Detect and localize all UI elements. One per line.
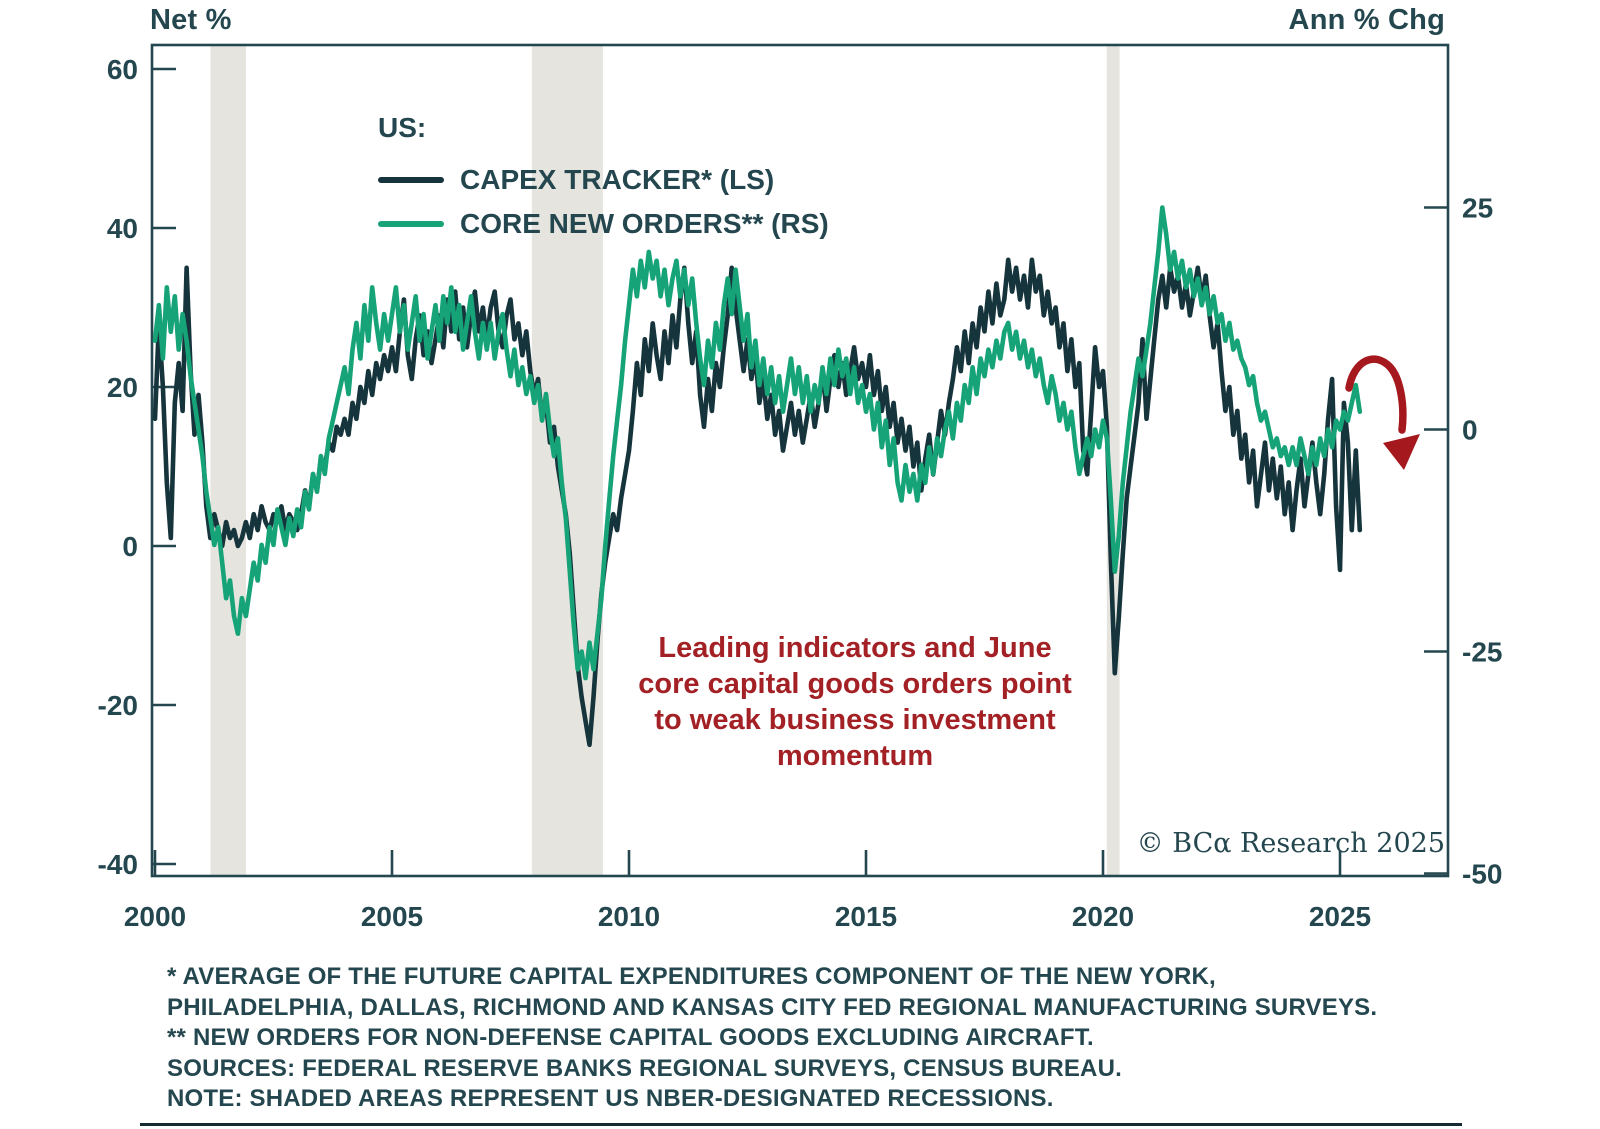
legend: US: CAPEX TRACKER* (LS) CORE NEW ORDERS*… xyxy=(378,112,829,246)
core-orders-line-swatch xyxy=(378,221,444,227)
plot-border xyxy=(150,43,1450,878)
right-axis-tick-label: 0 xyxy=(1462,415,1478,446)
footnote-line: SOURCES: FEDERAL RESERVE BANKS REGIONAL … xyxy=(167,1054,1122,1082)
x-axis-tick-label: 2020 xyxy=(1072,901,1134,932)
annotation-line: Leading indicators and June xyxy=(658,632,1052,664)
footnote-line: PHILADELPHIA, DALLAS, RICHMOND AND KANSA… xyxy=(167,993,1378,1021)
legend-label-core-orders: CORE NEW ORDERS** (RS) xyxy=(460,208,829,239)
legend-label-capex: CAPEX TRACKER* (LS) xyxy=(460,164,775,195)
legend-group-label: US: xyxy=(378,112,427,143)
bca-research-watermark: © BCα Research 2025 xyxy=(1136,828,1445,859)
x-axis-tick-label: 2025 xyxy=(1309,901,1371,932)
core-new-orders-line xyxy=(152,205,1363,681)
left-axis-tick-label: 0 xyxy=(122,531,138,562)
annotation-line: to weak business investment xyxy=(654,704,1056,736)
footnotes: * AVERAGE OF THE FUTURE CAPITAL EXPENDIT… xyxy=(167,962,1462,1115)
left-axis-tick-label: -40 xyxy=(98,849,138,880)
annotation-line: core capital goods orders point xyxy=(638,668,1072,700)
annotation-line: momentum xyxy=(776,740,934,772)
right-axis-tick-label: -50 xyxy=(1462,859,1502,890)
recession-band xyxy=(210,46,247,875)
footnote-line: ** NEW ORDERS FOR NON-DEFENSE CAPITAL GO… xyxy=(167,1024,1094,1051)
right-axis-tick-label: 25 xyxy=(1462,193,1493,224)
bottom-rule xyxy=(140,1123,1462,1126)
annotation-text: Leading indicators and June core capital… xyxy=(555,630,1155,774)
left-axis-tick-label: 60 xyxy=(107,54,138,85)
capex-line-swatch xyxy=(378,177,444,183)
footnote-line: NOTE: SHADED AREAS REPRESENT US NBER-DES… xyxy=(167,1085,1054,1112)
left-axis-title: Net % xyxy=(150,4,232,36)
x-axis-tick-label: 2005 xyxy=(361,901,423,932)
momentum-arrow xyxy=(1345,355,1407,434)
footnote-line: * AVERAGE OF THE FUTURE CAPITAL EXPENDIT… xyxy=(167,963,1216,990)
legend-row-capex: CAPEX TRACKER* (LS) xyxy=(378,158,829,202)
legend-row-core-orders: CORE NEW ORDERS** (RS) xyxy=(378,202,829,246)
right-axis-tick-label: -25 xyxy=(1462,637,1502,668)
right-axis-title: Ann % Chg xyxy=(1288,4,1445,36)
x-axis-tick-label: 2010 xyxy=(598,901,660,932)
left-axis-tick-label: 20 xyxy=(107,372,138,403)
x-axis-tick-label: 2015 xyxy=(835,901,897,932)
x-axis-tick-label: 2000 xyxy=(124,901,186,932)
momentum-arrow-head xyxy=(1383,434,1420,470)
left-axis-tick-label: -20 xyxy=(98,690,138,721)
left-axis-tick-label: 40 xyxy=(107,213,138,244)
